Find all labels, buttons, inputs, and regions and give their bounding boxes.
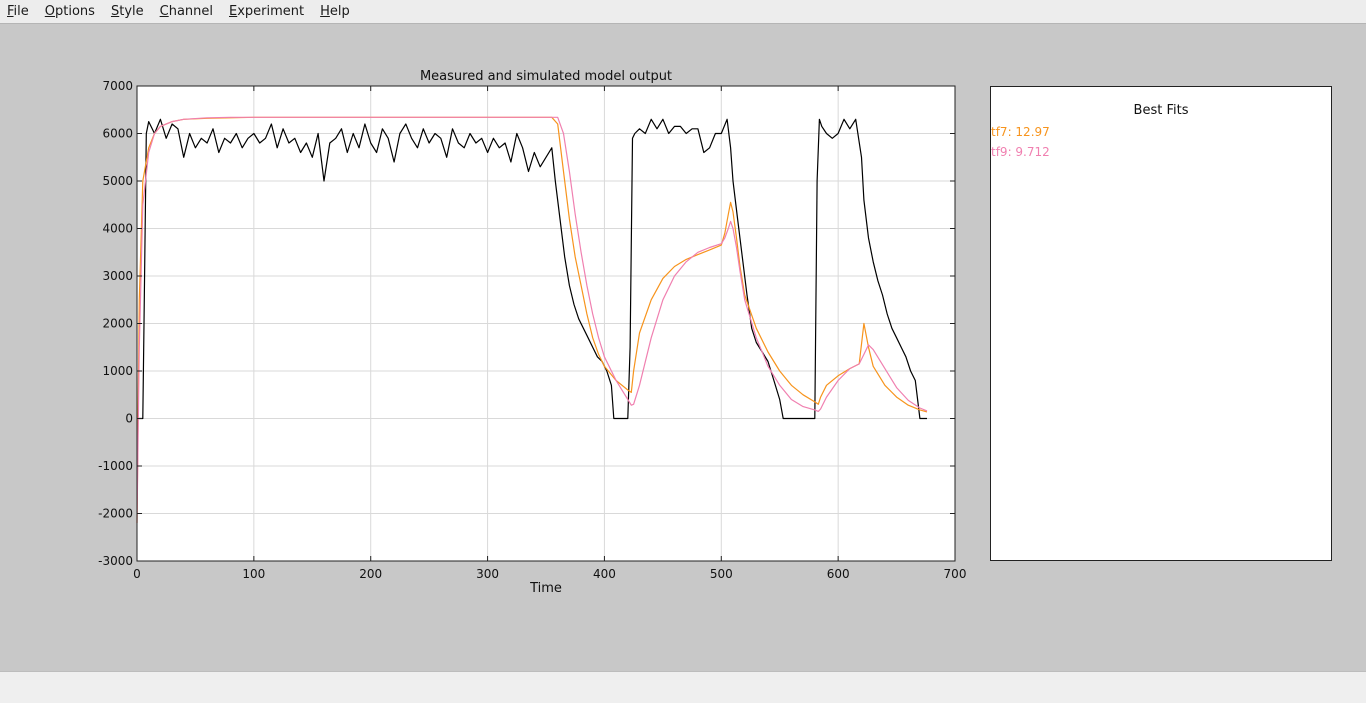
x-tick-label: 300 (476, 567, 499, 581)
x-tick-label: 600 (827, 567, 850, 581)
x-tick-label: 700 (944, 567, 967, 581)
best-fits-panel: Best Fits tf7: 12.97 tf9: 9.712 (990, 86, 1332, 561)
status-bar (0, 671, 1366, 703)
menu-file[interactable]: File (7, 3, 29, 19)
x-tick-label: 0 (133, 567, 141, 581)
y-tick-label: -2000 (98, 507, 133, 521)
menu-style[interactable]: Style (110, 3, 144, 19)
series-line-measured (137, 118, 927, 420)
menu-channel[interactable]: Channel (159, 3, 213, 19)
y-tick-label: 6000 (102, 127, 133, 141)
best-fits-title: Best Fits (1133, 103, 1189, 118)
series-line-tf9 (136, 116, 928, 524)
x-tick-label: 100 (242, 567, 265, 581)
series-layer (136, 116, 928, 524)
legend-entry-tf9[interactable]: tf9: 9.712 (991, 145, 1050, 159)
y-tick-label: 0 (125, 412, 133, 426)
menubar: File Options Style Channel Experiment Help (0, 0, 1366, 24)
y-tick-label: 5000 (102, 174, 133, 188)
x-tick-label: 400 (593, 567, 616, 581)
ticks: 0 100 200 300 400 500 600 700 -3000 -2000 -1000 0 10… (98, 79, 966, 581)
legend-entry-tf7[interactable]: tf7: 12.97 (991, 125, 1050, 139)
menu-options[interactable]: Options (44, 3, 95, 19)
x-axis-label: Time (529, 581, 562, 596)
menu-help[interactable]: Help (320, 3, 350, 19)
y-tick-label: 1000 (102, 364, 133, 378)
y-tick-label: 2000 (102, 317, 133, 331)
y-tick-label: -3000 (98, 554, 133, 568)
x-tick-label: 500 (710, 567, 733, 581)
chart-title: Measured and simulated model output (420, 69, 672, 84)
x-tick-label: 200 (359, 567, 382, 581)
y-tick-label: 3000 (102, 269, 133, 283)
y-tick-label: 4000 (102, 222, 133, 236)
y-tick-label: -1000 (98, 459, 133, 473)
menu-experiment[interactable]: Experiment (229, 3, 305, 19)
y-tick-label: 7000 (102, 79, 133, 93)
